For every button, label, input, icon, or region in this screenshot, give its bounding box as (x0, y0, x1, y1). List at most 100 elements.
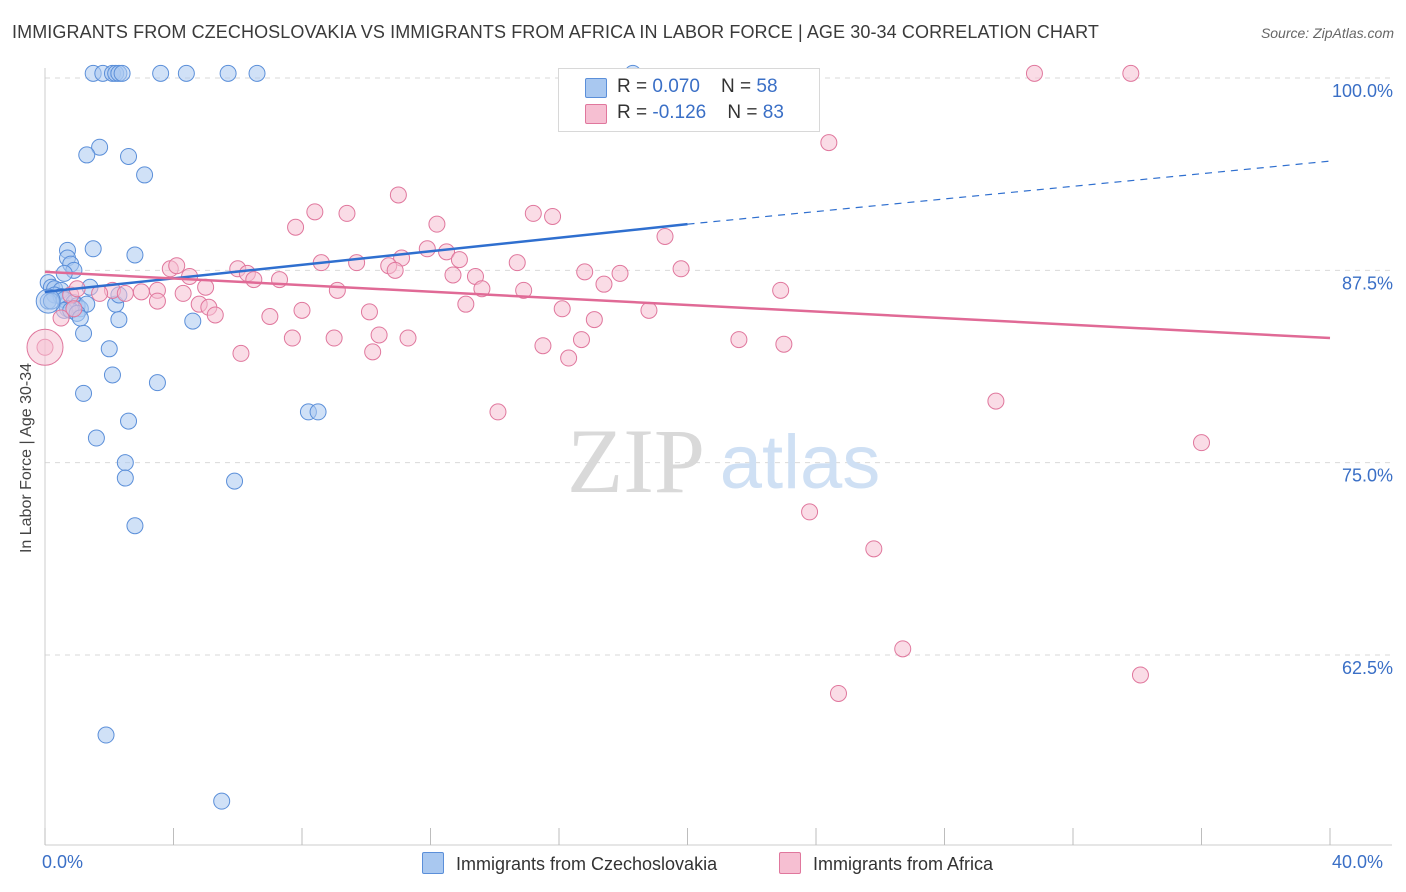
data-point (116, 469, 134, 487)
data-point (370, 326, 388, 344)
data-point (544, 207, 562, 225)
data-point (560, 349, 578, 367)
data-point (348, 254, 366, 272)
legend-r-value: -0.126 (652, 102, 707, 123)
data-point-cluster (35, 288, 61, 314)
data-point (148, 374, 166, 392)
data-point (338, 204, 356, 222)
y-tick-label: 87.5% (1342, 273, 1393, 293)
data-point (87, 429, 105, 447)
data-point (91, 138, 109, 156)
data-point (576, 263, 594, 281)
data-point (126, 246, 144, 264)
data-point (132, 283, 150, 301)
series-czechoslovakia (35, 64, 642, 810)
data-point (611, 264, 629, 282)
data-point (829, 684, 847, 702)
data-point (508, 254, 526, 272)
data-point (103, 366, 121, 384)
legend-r-value: 0.070 (652, 76, 700, 97)
source-label: Source: ZipAtlas.com (1260, 25, 1394, 41)
bottom-legend-label-pink: Immigrants from Africa (813, 854, 994, 874)
x-tick-max: 40.0% (1332, 852, 1384, 872)
data-point (261, 307, 279, 325)
y-axis-label: In Labor Force | Age 30-34 (18, 362, 35, 554)
trend-line-czechoslovakia (44, 222, 688, 294)
trend-line-czechoslovakia-extension (687, 160, 1331, 225)
data-point (1193, 434, 1210, 452)
data-point (293, 301, 311, 319)
data-point (772, 281, 790, 299)
data-point (219, 64, 237, 82)
data-point (184, 312, 202, 330)
data-point (245, 271, 263, 289)
data-point (126, 517, 144, 535)
data-point (113, 64, 131, 82)
data-point (820, 134, 838, 152)
data-point (399, 329, 417, 347)
grid-lines (45, 77, 1392, 656)
data-point (450, 251, 468, 269)
data-point (116, 284, 134, 302)
data-point (489, 403, 507, 421)
data-point (524, 204, 542, 222)
bottom-legend-swatch-blue (422, 852, 444, 874)
correlation-legend: R = 0.070 N = 58 R = -0.126 N = 83 (558, 68, 820, 132)
data-point (328, 281, 346, 299)
data-point (987, 392, 1005, 410)
data-point (730, 331, 748, 349)
watermark-atlas: atlas (720, 420, 881, 505)
data-point (148, 292, 166, 310)
bottom-legend-czechoslovakia: Immigrants from Czechoslovakia (422, 852, 717, 876)
data-point (364, 343, 382, 361)
data-point (865, 540, 883, 558)
data-point (325, 329, 343, 347)
data-point (152, 64, 170, 82)
data-point (428, 215, 446, 233)
data-point (75, 384, 93, 402)
data-point (386, 261, 404, 279)
data-point (75, 324, 93, 342)
data-point (640, 301, 658, 319)
data-point (206, 306, 224, 324)
data-point (116, 454, 134, 472)
trend-line-africa (44, 270, 1331, 340)
data-point (120, 412, 138, 430)
data-point (248, 64, 266, 82)
watermark-zip: ZIP (567, 410, 705, 512)
legend-n-label: N = (727, 102, 763, 123)
data-point (226, 472, 244, 490)
data-point (110, 311, 128, 329)
data-point (1025, 64, 1043, 82)
bottom-legend-africa: Immigrants from Africa (779, 852, 993, 876)
data-point (136, 166, 154, 184)
data-point (177, 64, 195, 82)
data-point (97, 726, 115, 744)
data-point (287, 218, 305, 236)
data-point (65, 300, 83, 318)
legend-text-blue: R = 0.070 N = 58 (617, 76, 778, 98)
data-point (553, 300, 571, 318)
bottom-legend-label-blue: Immigrants from Czechoslovakia (456, 854, 718, 874)
data-point (78, 146, 96, 164)
y-tick-label: 62.5% (1342, 658, 1393, 678)
data-point (457, 295, 475, 313)
legend-n-label: N = (721, 76, 757, 97)
data-point (1122, 64, 1140, 82)
data-point (656, 227, 674, 245)
legend-r-label: R = (617, 76, 653, 97)
bottom-legend-swatch-pink (779, 852, 801, 874)
axes (44, 68, 1392, 846)
legend-swatch-blue (585, 78, 607, 98)
data-point (213, 792, 231, 810)
chart-title: IMMIGRANTS FROM CZECHOSLOVAKIA VS IMMIGR… (12, 22, 1099, 42)
data-point (801, 503, 819, 521)
data-point (84, 240, 102, 258)
data-point (389, 186, 407, 204)
legend-r-label: R = (617, 102, 653, 123)
data-point (672, 260, 690, 278)
legend-text-pink: R = -0.126 N = 83 (617, 102, 784, 124)
data-point (168, 257, 186, 275)
data-point (309, 403, 327, 421)
